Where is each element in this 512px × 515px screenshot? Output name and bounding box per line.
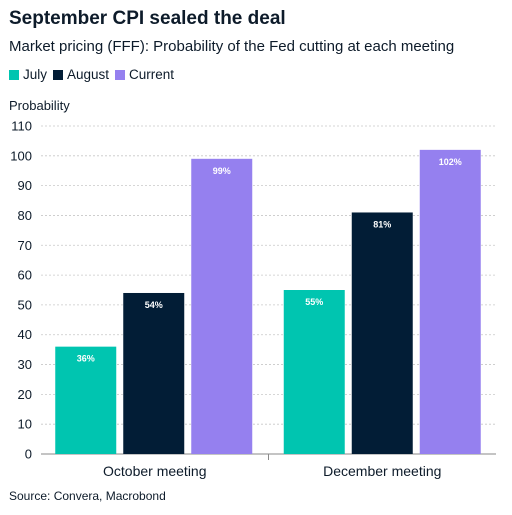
y-tick-label: 110 — [11, 119, 32, 134]
y-tick-label: 80 — [18, 208, 32, 223]
legend-item-august: August — [53, 67, 109, 82]
bar-july-2 — [283, 290, 345, 454]
data-label: 54% — [145, 300, 163, 310]
x-category-label: December meeting — [323, 463, 441, 479]
chart-legend: July August Current — [9, 67, 180, 82]
y-tick-label: 20 — [18, 387, 32, 402]
chart-title: September CPI sealed the deal — [9, 8, 286, 29]
legend-item-july: July — [9, 67, 47, 82]
bar-chart: Probability 0 10 20 30 40 50 60 70 80 90 100 110 36% 5… — [9, 98, 496, 479]
y-tick-label: 40 — [18, 327, 32, 342]
chart-subtitle: Market pricing (FFF): Probability of the… — [9, 38, 455, 55]
legend-swatch — [53, 69, 64, 80]
legend-label: August — [67, 67, 110, 82]
legend-label: Current — [129, 67, 175, 82]
data-label: 99% — [213, 166, 231, 176]
bar-current-2 — [419, 149, 481, 454]
data-label: 36% — [77, 354, 95, 364]
bar-current-1 — [191, 158, 253, 455]
bar-july-1 — [55, 346, 117, 454]
y-tick-label: 0 — [25, 447, 32, 462]
y-tick-label: 50 — [18, 297, 32, 312]
y-tick-label: 30 — [18, 357, 32, 372]
y-tick-label: 60 — [18, 268, 32, 283]
y-axis-label: Probability — [9, 98, 70, 113]
bar-august-1 — [123, 292, 185, 454]
legend-item-current: Current — [115, 67, 174, 82]
source-note: Source: Convera, Macrobond — [9, 489, 166, 503]
legend-swatch — [115, 69, 126, 80]
y-tick-label: 70 — [18, 238, 32, 253]
y-tick-label: 100 — [10, 148, 32, 163]
legend-swatch — [9, 69, 19, 80]
y-tick-label: 90 — [18, 178, 32, 193]
data-label: 102% — [439, 157, 462, 167]
bar-august-2 — [351, 212, 413, 454]
x-category-label: October meeting — [103, 463, 207, 479]
legend-label: July — [23, 67, 48, 82]
y-tick-label: 10 — [18, 417, 32, 432]
data-label: 55% — [305, 297, 323, 307]
data-label: 81% — [373, 219, 391, 229]
